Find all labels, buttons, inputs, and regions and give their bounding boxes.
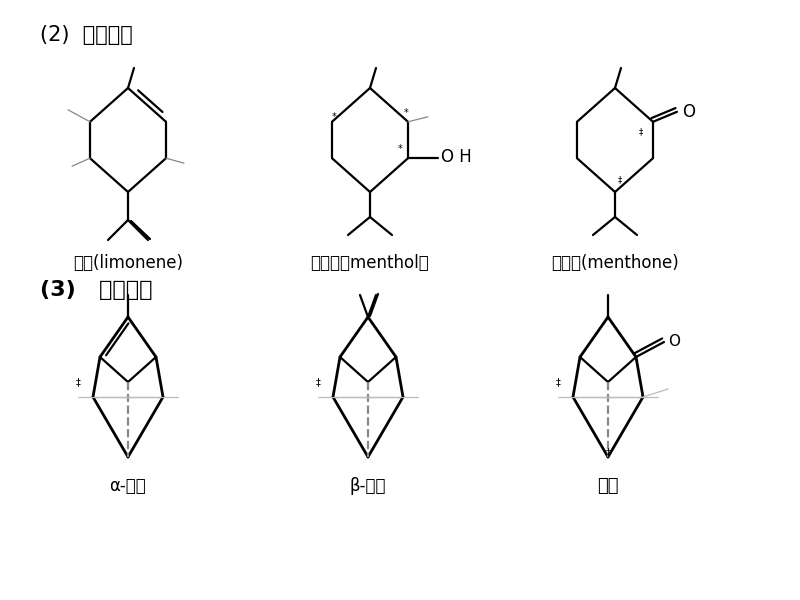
Text: ‡: ‡ xyxy=(555,377,561,387)
Text: ‡: ‡ xyxy=(606,447,610,457)
Text: ‡: ‡ xyxy=(315,377,321,387)
Text: ‡: ‡ xyxy=(639,127,643,136)
Text: O: O xyxy=(682,103,695,121)
Text: (3)   双环单萜: (3) 双环单萜 xyxy=(40,280,153,300)
Text: ‡: ‡ xyxy=(618,175,622,185)
Text: *: * xyxy=(398,144,402,154)
Text: 苧烯(limonene): 苧烯(limonene) xyxy=(73,254,183,272)
Text: 薄荷醇（menthol）: 薄荷醇（menthol） xyxy=(310,254,430,272)
Text: 薄荷酮(menthone): 薄荷酮(menthone) xyxy=(551,254,679,272)
Text: *: * xyxy=(332,112,336,122)
Text: 樟脑: 樟脑 xyxy=(598,477,618,495)
Text: α-蒎烯: α-蒎烯 xyxy=(110,477,146,495)
Text: β-蒎烯: β-蒎烯 xyxy=(350,477,386,495)
Text: O: O xyxy=(668,335,680,349)
Text: (2)  单环单萜: (2) 单环单萜 xyxy=(40,25,133,45)
Text: O H: O H xyxy=(441,148,472,166)
Text: ‡: ‡ xyxy=(75,377,81,387)
Text: *: * xyxy=(404,108,408,118)
